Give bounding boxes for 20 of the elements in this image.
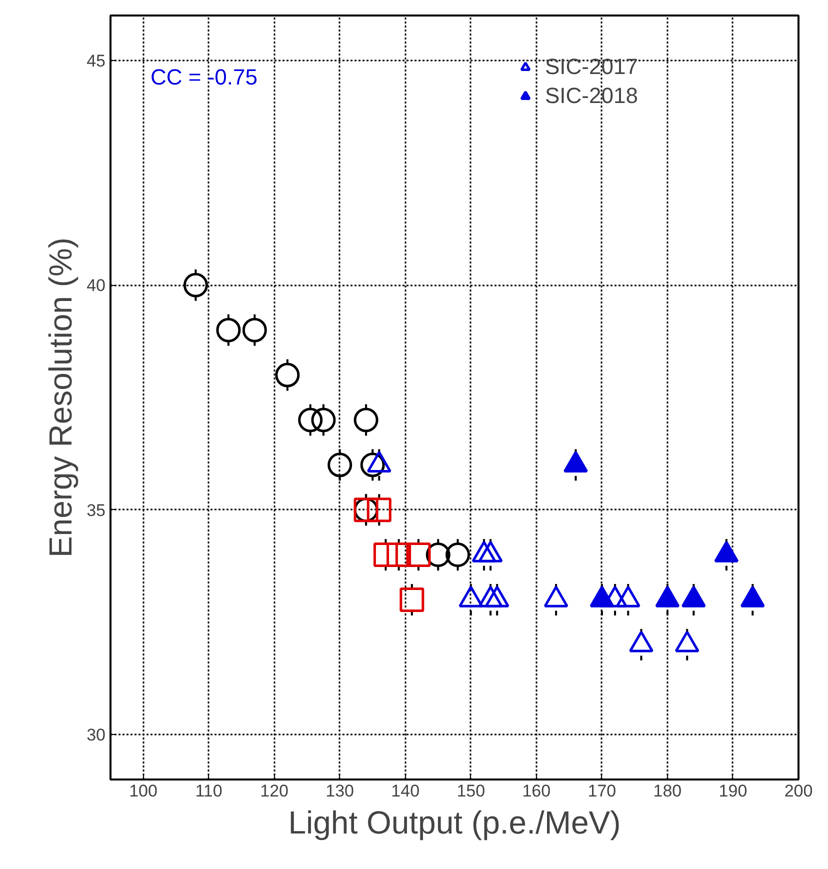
x-tick-label: 100	[129, 782, 158, 800]
y-tick-label: 30	[86, 726, 106, 745]
x-tick-label: 130	[326, 782, 354, 800]
x-tick-label: 150	[456, 782, 486, 800]
y-axis-title: Energy Resolution (%)	[42, 237, 79, 558]
y-tick-label: 45	[86, 51, 106, 70]
x-tick-label: 110	[195, 782, 222, 800]
y-tick-label: 40	[86, 276, 106, 296]
legend-label: SIC-2017	[545, 54, 638, 80]
y-tick-label: 35	[86, 500, 106, 520]
x-tick-label: 190	[718, 782, 748, 800]
x-tick-label: 160	[522, 782, 551, 800]
x-axis-title: Light Output (p.e./MeV)	[288, 804, 621, 840]
x-tick-label: 200	[784, 782, 813, 800]
x-tick-label: 120	[260, 782, 289, 800]
x-tick-label: 170	[588, 782, 616, 800]
annotation: CC = -0.75	[150, 64, 258, 90]
x-tick-label: 140	[391, 782, 420, 800]
x-tick-label: 180	[653, 782, 682, 800]
legend-label: SIC-2018	[545, 83, 638, 109]
